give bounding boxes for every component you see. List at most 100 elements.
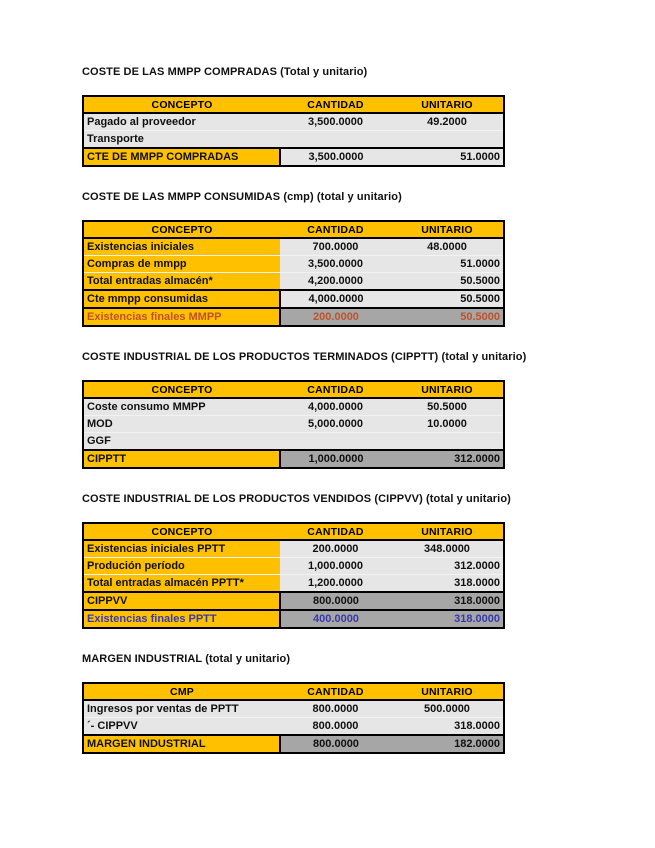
cantidad-cell: 4,200.0000 xyxy=(280,272,391,290)
table-row: CIPPTT 1,000.0000 312.0000 xyxy=(83,449,504,468)
cantidad-cell: 1,000.0000 xyxy=(280,557,391,575)
table-row: Existencias finales MMPP 200.0000 50.5000 xyxy=(83,307,504,326)
header-row: CONCEPTO CANTIDAD UNITARIO xyxy=(83,96,504,114)
unitario-cell: 318.0000 xyxy=(391,609,504,628)
table-row: Total entradas almacén PPTT* 1,200.0000 31… xyxy=(83,574,504,592)
cantidad-cell: 1,000.0000 xyxy=(280,449,391,468)
concepto-cell: Pagado al proveedor xyxy=(83,113,280,131)
unitario-cell: 312.0000 xyxy=(391,449,504,468)
table-row: Coste consumo MMPP 4,000.0000 50.5000 xyxy=(83,398,504,416)
table-row: CIPPVV 800.0000 318.0000 xyxy=(83,591,504,610)
cost-table: CMP CANTIDAD UNITARIO Ingresos por ventas d… xyxy=(82,682,505,754)
concepto-cell: Total entradas almacén PPTT* xyxy=(83,574,280,592)
column-header: UNITARIO xyxy=(391,96,504,114)
column-header: CONCEPTO xyxy=(83,381,280,399)
column-header: CONCEPTO xyxy=(83,523,280,541)
unitario-cell: 50.5000 xyxy=(391,272,504,290)
concepto-cell: Produción período xyxy=(83,557,280,575)
table-row: Cte mmpp consumidas 4,000.0000 50.5000 xyxy=(83,289,504,308)
table-row: Compras de mmpp 3,500.0000 51.0000 xyxy=(83,255,504,273)
table-title: COSTE DE LAS MMPP COMPRADAS (Total y uni… xyxy=(82,66,368,78)
concepto-cell: MOD xyxy=(83,415,280,433)
unitario-cell xyxy=(391,130,504,148)
table-row: Existencias iniciales PPTT 200.0000 348.00… xyxy=(83,540,504,558)
table-row: Transporte xyxy=(83,130,504,148)
cantidad-cell: 800.0000 xyxy=(280,700,391,718)
concepto-cell: Cte mmpp consumidas xyxy=(83,289,281,308)
table-row: GGF xyxy=(83,432,504,450)
cantidad-cell: 4,000.0000 xyxy=(280,398,391,416)
column-header: CANTIDAD xyxy=(280,381,391,399)
unitario-cell: 318.0000 xyxy=(391,591,504,610)
table-row: ´- CIPPVV 800.0000 318.0000 xyxy=(83,717,504,735)
cantidad-cell: 800.0000 xyxy=(280,734,391,753)
header-row: CMP CANTIDAD UNITARIO xyxy=(83,683,504,701)
cost-table: CONCEPTO CANTIDAD UNITARIO Existencias inic… xyxy=(82,220,505,327)
unitario-cell: 50.5000 xyxy=(391,398,504,416)
table-row: Produción período 1,000.0000 312.0000 xyxy=(83,557,504,575)
cantidad-cell: 700.0000 xyxy=(280,238,391,256)
cantidad-cell: 400.0000 xyxy=(280,609,391,628)
cantidad-cell: 200.0000 xyxy=(280,307,391,326)
document-page: COSTE DE LAS MMPP COMPRADAS (Total y uni… xyxy=(82,66,562,778)
concepto-cell: Existencias iniciales xyxy=(83,238,280,256)
table-section: COSTE INDUSTRIAL DE LOS PRODUCTOS VENDID… xyxy=(82,493,562,629)
unitario-cell: 318.0000 xyxy=(391,717,504,735)
unitario-cell: 312.0000 xyxy=(391,557,504,575)
cantidad-cell: 800.0000 xyxy=(280,591,391,610)
column-header: UNITARIO xyxy=(391,523,504,541)
concepto-cell: ´- CIPPVV xyxy=(83,717,280,735)
table-row: MOD 5,000.0000 10.0000 xyxy=(83,415,504,433)
cantidad-cell: 1,200.0000 xyxy=(280,574,391,592)
column-header: CANTIDAD xyxy=(280,683,391,701)
concepto-cell: Total entradas almacén* xyxy=(83,272,280,290)
unitario-cell: 49.2000 xyxy=(391,113,504,131)
table-row: Ingresos por ventas de PPTT 800.0000 500.0… xyxy=(83,700,504,718)
concepto-cell: Existencias finales PPTT xyxy=(83,609,281,628)
table-section: MARGEN INDUSTRIAL (total y unitario) CMP C… xyxy=(82,653,562,754)
column-header: CONCEPTO xyxy=(83,221,280,239)
unitario-cell: 500.0000 xyxy=(391,700,504,718)
concepto-cell: Existencias iniciales PPTT xyxy=(83,540,280,558)
cantidad-cell: 3,500.0000 xyxy=(280,147,391,166)
table-title: COSTE INDUSTRIAL DE LOS PRODUCTOS VENDID… xyxy=(82,493,511,505)
cost-table: CONCEPTO CANTIDAD UNITARIO Coste consumo MM… xyxy=(82,380,505,469)
cantidad-cell: 5,000.0000 xyxy=(280,415,391,433)
concepto-cell: Transporte xyxy=(83,130,280,148)
concepto-cell: Coste consumo MMPP xyxy=(83,398,280,416)
column-header: CANTIDAD xyxy=(280,96,391,114)
cantidad-cell: 4,000.0000 xyxy=(280,289,391,308)
unitario-cell: 51.0000 xyxy=(391,147,504,166)
table-title: MARGEN INDUSTRIAL (total y unitario) xyxy=(82,653,291,665)
unitario-cell: 50.5000 xyxy=(391,289,504,308)
unitario-cell: 348.0000 xyxy=(391,540,504,558)
header-row: CONCEPTO CANTIDAD UNITARIO xyxy=(83,221,504,239)
cantidad-cell: 200.0000 xyxy=(280,540,391,558)
unitario-cell xyxy=(391,432,504,450)
cantidad-cell xyxy=(280,432,391,450)
cost-table: CONCEPTO CANTIDAD UNITARIO Pagado al provee… xyxy=(82,95,505,167)
concepto-cell: CTE DE MMPP COMPRADAS xyxy=(83,147,281,166)
table-section: COSTE INDUSTRIAL DE LOS PRODUCTOS TERMIN… xyxy=(82,351,562,469)
concepto-cell: CIPPVV xyxy=(83,591,281,610)
concepto-cell: Existencias finales MMPP xyxy=(83,307,281,326)
column-header: UNITARIO xyxy=(391,221,504,239)
concepto-cell: Compras de mmpp xyxy=(83,255,280,273)
unitario-cell: 318.0000 xyxy=(391,574,504,592)
column-header: CANTIDAD xyxy=(280,221,391,239)
column-header: CMP xyxy=(83,683,280,701)
table-row: Existencias iniciales 700.0000 48.0000 xyxy=(83,238,504,256)
table-row: MARGEN INDUSTRIAL 800.0000 182.0000 xyxy=(83,734,504,753)
header-row: CONCEPTO CANTIDAD UNITARIO xyxy=(83,381,504,399)
concepto-cell: MARGEN INDUSTRIAL xyxy=(83,734,281,753)
table-row: Pagado al proveedor 3,500.0000 49.2000 xyxy=(83,113,504,131)
table-row: Total entradas almacén* 4,200.0000 50.5000 xyxy=(83,272,504,290)
concepto-cell: Ingresos por ventas de PPTT xyxy=(83,700,280,718)
unitario-cell: 50.5000 xyxy=(391,307,504,326)
unitario-cell: 51.0000 xyxy=(391,255,504,273)
unitario-cell: 48.0000 xyxy=(391,238,504,256)
cantidad-cell xyxy=(280,130,391,148)
concepto-cell: CIPPTT xyxy=(83,449,281,468)
column-header: UNITARIO xyxy=(391,683,504,701)
table-section: COSTE DE LAS MMPP COMPRADAS (Total y uni… xyxy=(82,66,562,167)
